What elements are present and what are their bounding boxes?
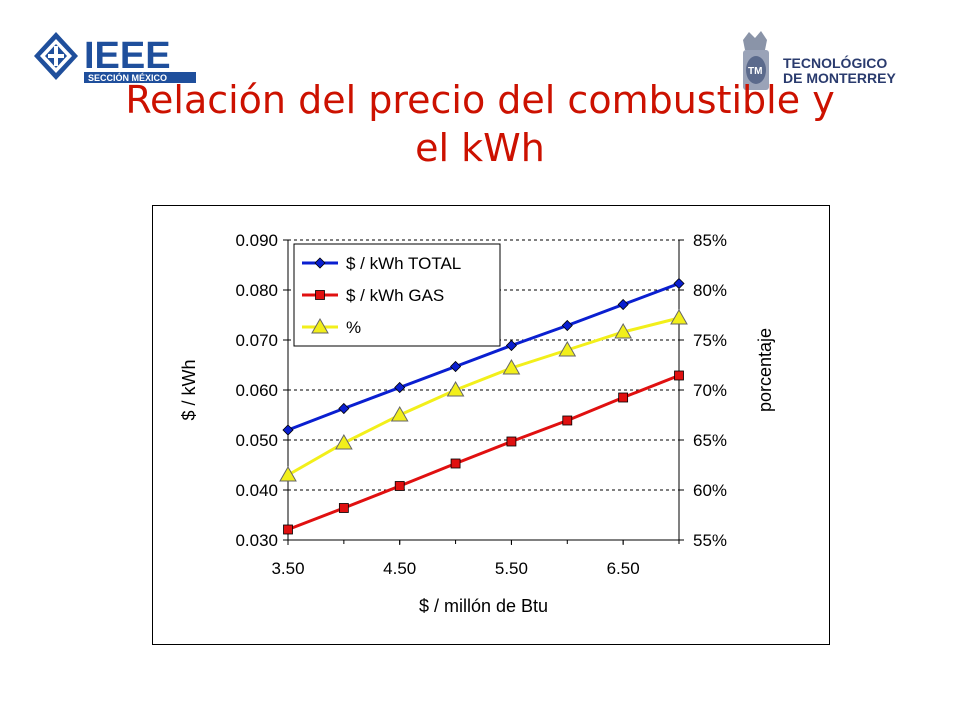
tec-line-2: DE MONTERREY [783,70,896,86]
data-point [338,402,350,415]
tec-line-1: TECNOLÓGICO [783,54,887,71]
x-tick-label: 6.50 [607,559,640,578]
data-point [446,380,465,397]
data-point [558,340,577,357]
data-point [617,298,629,311]
data-point [562,415,573,426]
x-tick-label: 5.50 [495,559,528,578]
y2-axis-title: porcentaje [755,328,775,412]
fuel-price-vs-kwh-chart: 0.090 0.080 0.070 0.060 0.050 0.040 0.030 85% 80… [179,231,775,616]
legend-label: $ / kWh GAS [346,286,444,305]
legend-swatch-marker [311,317,329,334]
legend-swatch-marker [314,257,326,269]
x-tick-label: 4.50 [383,559,416,578]
data-point [614,322,633,339]
ieee-seccion-mexico-logo: IEEE SECCIÓN MÉXICO [34,32,196,83]
data-point [282,424,294,436]
data-point [394,381,406,394]
data-point [674,370,684,381]
data-point [450,458,461,469]
legend-label: $ / kWh TOTAL [346,254,461,273]
tecnologico-de-monterrey-logo: TM TECNOLÓGICO DE MONTERREY [743,31,896,90]
y-tick-label: 0.050 [235,431,278,450]
data-point [334,433,353,450]
y-tick-label: 0.040 [235,481,278,500]
data-point [394,481,405,491]
x-tick-label: 3.50 [271,559,304,578]
legend-label: % [346,318,361,337]
legend-item: % [302,317,361,337]
ieee-seccion-mexico-text: SECCIÓN MÉXICO [88,72,167,83]
data-point [450,360,462,373]
chart-frame: 0.090 0.080 0.070 0.060 0.050 0.040 0.030 85% 80… [152,205,830,645]
data-point [390,405,409,422]
y-axis-title: $ / kWh [179,359,199,420]
data-point [505,339,517,352]
y-tick-label: 0.090 [235,231,278,250]
tec-seal-icon: TM [743,31,769,90]
legend: $ / kWh TOTAL $ / kWh GAS% [293,243,501,347]
legend-item: $ / kWh GAS [302,286,444,305]
y-tick-label: 0.060 [235,381,278,400]
y-tick-label: 0.080 [235,281,278,300]
ieee-diamond-icon [34,32,78,80]
slide-title: Relación del precio del combustible y el… [60,76,900,172]
series-2 [283,370,684,535]
ieee-wordmark: IEEE [84,35,171,77]
data-point [618,392,629,403]
series-line [287,316,680,477]
y-tick-label: 0.030 [235,531,278,550]
y2-tick-label: 55% [693,531,727,550]
data-point [279,465,297,482]
y2-tick-label: 60% [693,481,727,500]
series-line [287,282,680,432]
y2-tick-label: 75% [693,331,727,350]
legend-swatch-marker [315,290,325,300]
series-1 [282,277,685,436]
slide-title-line-2: el kWh [415,126,545,170]
y2-tick-label: 85% [693,231,727,250]
data-point [673,277,685,290]
y-tick-label: 0.070 [235,331,278,350]
data-point [283,524,293,535]
series-3 [279,308,688,482]
data-point [502,358,521,375]
legend-item: $ / kWh TOTAL [302,254,461,273]
data-point [561,319,573,332]
svg-text:TM: TM [748,66,762,77]
data-point [338,503,349,513]
x-axis-title: $ / millón de Btu [419,596,548,616]
y2-tick-label: 80% [693,281,727,300]
y2-tick-label: 65% [693,431,727,450]
data-point [670,308,688,325]
y2-tick-label: 70% [693,381,727,400]
slide-title-line-1: Relación del precio del combustible y [125,78,835,122]
data-point [506,436,517,447]
series-line [287,374,680,531]
